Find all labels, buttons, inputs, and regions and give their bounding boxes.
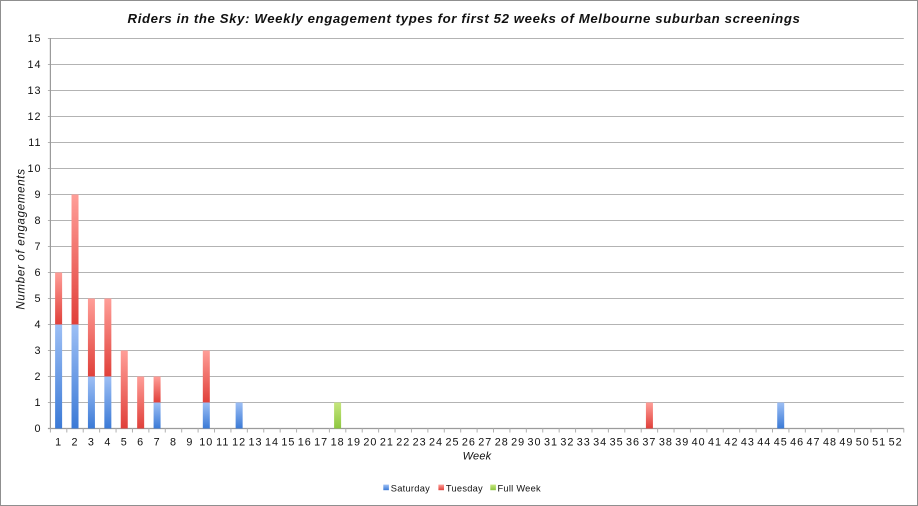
svg-text:14: 14 [27, 59, 41, 71]
svg-text:5: 5 [34, 293, 41, 305]
svg-text:Full Week: Full Week [498, 484, 542, 494]
svg-text:Saturday: Saturday [391, 484, 430, 494]
svg-text:14: 14 [265, 437, 279, 449]
svg-text:23: 23 [413, 437, 427, 449]
svg-text:2: 2 [72, 437, 79, 449]
svg-text:42: 42 [724, 437, 738, 449]
svg-text:Riders in the Sky: Weekly enga: Riders in the Sky: Weekly engagement typ… [128, 11, 801, 26]
svg-text:9: 9 [34, 189, 41, 201]
svg-text:15: 15 [281, 437, 295, 449]
svg-text:6: 6 [34, 267, 41, 279]
svg-text:45: 45 [774, 437, 788, 449]
svg-text:39: 39 [675, 437, 689, 449]
svg-text:13: 13 [249, 437, 263, 449]
svg-text:52: 52 [889, 437, 903, 449]
svg-text:46: 46 [790, 437, 804, 449]
svg-text:1: 1 [34, 397, 41, 409]
svg-text:8: 8 [34, 215, 41, 227]
svg-text:31: 31 [544, 437, 558, 449]
svg-text:5: 5 [121, 437, 128, 449]
svg-text:36: 36 [626, 437, 640, 449]
svg-text:37: 37 [642, 437, 656, 449]
svg-text:30: 30 [528, 437, 542, 449]
svg-text:4: 4 [104, 437, 111, 449]
svg-text:43: 43 [741, 437, 755, 449]
svg-text:32: 32 [560, 437, 574, 449]
svg-text:48: 48 [823, 437, 837, 449]
svg-text:19: 19 [347, 437, 361, 449]
svg-text:12: 12 [232, 437, 246, 449]
svg-text:50: 50 [856, 437, 870, 449]
svg-text:20: 20 [363, 437, 377, 449]
svg-text:41: 41 [708, 437, 722, 449]
svg-text:47: 47 [807, 437, 821, 449]
svg-text:21: 21 [380, 437, 394, 449]
svg-text:44: 44 [757, 437, 771, 449]
svg-text:29: 29 [511, 437, 525, 449]
svg-text:0: 0 [34, 423, 41, 435]
svg-text:35: 35 [610, 437, 624, 449]
svg-text:9: 9 [186, 437, 193, 449]
svg-text:12: 12 [27, 111, 41, 123]
svg-text:11: 11 [216, 437, 229, 449]
svg-text:3: 3 [34, 345, 41, 357]
svg-text:10: 10 [199, 437, 213, 449]
svg-text:10: 10 [27, 163, 41, 175]
svg-text:33: 33 [577, 437, 591, 449]
svg-text:Week: Week [463, 451, 492, 463]
svg-text:24: 24 [429, 437, 443, 449]
svg-text:17: 17 [314, 437, 328, 449]
svg-text:3: 3 [88, 437, 95, 449]
svg-text:6: 6 [137, 437, 144, 449]
svg-text:4: 4 [34, 319, 41, 331]
svg-text:28: 28 [495, 437, 509, 449]
svg-text:22: 22 [396, 437, 410, 449]
svg-text:15: 15 [27, 33, 41, 45]
svg-text:18: 18 [331, 437, 345, 449]
svg-text:Number of engagements: Number of engagements [16, 168, 28, 309]
svg-text:Tuesday: Tuesday [446, 484, 483, 494]
svg-text:51: 51 [872, 437, 886, 449]
svg-text:11: 11 [28, 137, 41, 149]
svg-text:16: 16 [298, 437, 312, 449]
svg-text:40: 40 [692, 437, 706, 449]
svg-text:7: 7 [34, 241, 41, 253]
svg-text:8: 8 [170, 437, 177, 449]
svg-text:7: 7 [154, 437, 161, 449]
svg-text:2: 2 [34, 371, 41, 383]
svg-text:34: 34 [593, 437, 607, 449]
svg-text:27: 27 [478, 437, 492, 449]
svg-text:1: 1 [55, 437, 62, 449]
svg-text:38: 38 [659, 437, 673, 449]
svg-text:25: 25 [445, 437, 459, 449]
svg-text:49: 49 [839, 437, 853, 449]
svg-text:13: 13 [27, 85, 41, 97]
svg-text:26: 26 [462, 437, 476, 449]
